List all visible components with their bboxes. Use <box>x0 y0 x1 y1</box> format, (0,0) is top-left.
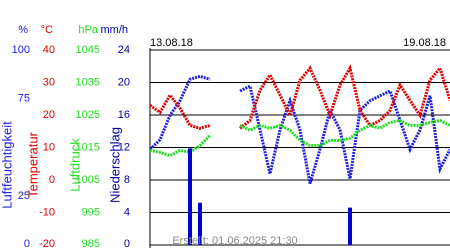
y-tick-label: 1035 <box>76 76 100 88</box>
y-tick-label: 0 <box>124 238 130 250</box>
precipitation-bar <box>188 148 192 245</box>
date-label: 13.08.18 <box>150 37 193 49</box>
date-label: 19.08.18 <box>403 37 446 49</box>
y-tick-label: 75 <box>18 93 30 105</box>
y-tick-label: -20 <box>39 238 55 250</box>
axis-unit: mm/h <box>101 24 129 36</box>
y-tick-label: 1045 <box>76 44 100 56</box>
precipitation-bar <box>198 202 202 245</box>
y-tick-label: 0 <box>24 238 30 250</box>
y-tick-label: 0 <box>49 174 55 186</box>
y-tick-label: 985 <box>82 238 100 250</box>
y-tick-label: 995 <box>82 206 100 218</box>
series-line <box>149 134 212 158</box>
y-tick-label: 20 <box>43 109 55 121</box>
series-line <box>239 83 450 184</box>
y-tick-label: 1015 <box>76 141 100 153</box>
y-tick-label: 16 <box>118 109 130 121</box>
footer: Erstellt: 01.06.2025 21:30 <box>172 235 297 247</box>
y-tick-label: 25 <box>18 190 30 202</box>
y-tick-label: 1025 <box>76 109 100 121</box>
precipitation-bar <box>348 207 352 245</box>
y-tick-label: 40 <box>43 44 55 56</box>
axis-title: Temperatur <box>25 131 40 197</box>
axis-title: Luftdruck <box>67 138 82 192</box>
y-tick-label: 8 <box>124 174 130 186</box>
axis-title: Niederschlag <box>107 127 122 203</box>
series-line <box>239 118 450 148</box>
series-line <box>239 64 450 130</box>
y-tick-label: 100 <box>12 44 30 56</box>
y-tick-label: 24 <box>118 44 130 56</box>
y-tick-label: 10 <box>43 141 55 153</box>
y-tick-label: 30 <box>43 76 55 88</box>
y-tick-label: 20 <box>118 76 130 88</box>
y-tick-label: 12 <box>118 141 130 153</box>
axis-unit: °C <box>41 24 53 36</box>
y-tick-label: 1005 <box>76 174 100 186</box>
y-tick-label: 4 <box>124 206 130 218</box>
series-line <box>149 92 211 130</box>
y-tick-label: -10 <box>39 206 55 218</box>
series-line <box>148 74 211 151</box>
axis-title: Luftfeuchtigkeit <box>0 121 14 209</box>
axis-unit: hPa <box>78 24 98 36</box>
axis-unit: % <box>18 24 28 36</box>
